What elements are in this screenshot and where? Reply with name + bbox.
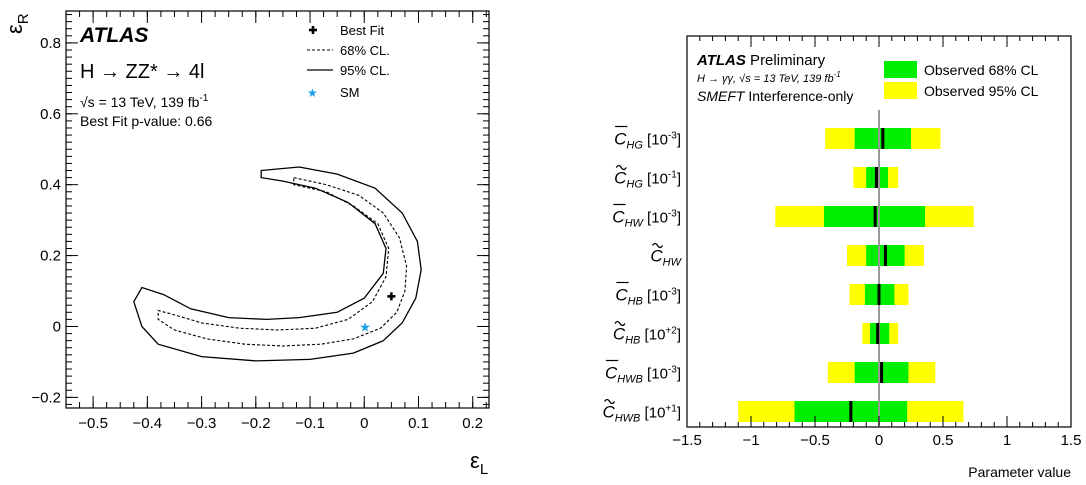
y-tick-label: 0.8 <box>40 35 61 52</box>
smeft-label: SMEFT Interference-only <box>697 88 853 104</box>
contour-68cl <box>157 176 408 347</box>
x-tick-label: 0.1 <box>408 415 429 432</box>
y-tick-label: 0.6 <box>40 106 61 123</box>
x-tick-label: −0.5 <box>800 432 830 449</box>
smeft-plot: −1.5 −1 −0.5 0 0.5 1 1.5 CHG [10-3]CHG [10-1]C… <box>602 35 1081 480</box>
x-tick-label: 0.2 <box>462 415 483 432</box>
param-label: CHB [10-3] <box>615 286 681 308</box>
param-label: CHW [10-3] <box>612 208 681 230</box>
x-tick-label: −0.1 <box>295 415 325 432</box>
best-fit-marker <box>387 292 396 301</box>
contour-legend: Best Fit 68% CL. 95% CL. ★ SM <box>307 23 390 100</box>
x-tick-label: −1.5 <box>672 432 702 449</box>
parameter-labels: CHG [10-3] CHG [10-1] CHW [10-3] CHW CHB [10… <box>602 125 683 425</box>
atlas-brand-left: ATLAS <box>79 24 148 47</box>
tilde-mark <box>604 398 616 405</box>
smeft-bars <box>738 128 974 422</box>
tilde-mark <box>615 164 627 171</box>
x-tick-label: 0 <box>360 415 368 432</box>
legend-68-swatch <box>884 61 917 78</box>
x-tick-label: −0.5 <box>78 415 108 432</box>
pvalue-label: Best Fit p-value: 0.66 <box>80 113 213 129</box>
legend-sm-star-icon: ★ <box>307 86 318 100</box>
contour-95cl <box>133 166 422 362</box>
legend-95: 95% CL. <box>340 63 390 78</box>
atlas-brand-right: ATLAS Preliminary <box>696 52 826 69</box>
best-fit-ticks <box>849 128 887 422</box>
y-tick-label: 0.2 <box>40 248 61 265</box>
y-tick-label: −0.2 <box>31 389 61 406</box>
legend-sm: SM <box>340 85 360 100</box>
contour-y-axis: −0.2 0 0.2 0.4 0.6 0.8 <box>31 14 489 406</box>
param-label: CHB [10+2] <box>613 325 681 347</box>
legend-best-fit-icon <box>309 26 317 34</box>
param-label: CHG [10-1] <box>614 169 681 191</box>
y-tick-label: 0.4 <box>40 177 61 194</box>
x-tick-label: 1.5 <box>1061 432 1082 449</box>
contour-plot-frame <box>65 10 490 409</box>
sm-marker: ★ <box>359 319 371 334</box>
x-axis-label-left: εL <box>470 448 488 478</box>
param-label: CHW <box>650 247 682 269</box>
legend-68-label: Observed 68% CL <box>924 62 1039 78</box>
param-label: CHG [10-3] <box>614 130 681 152</box>
legend-95-label: Observed 95% CL <box>924 83 1039 99</box>
x-tick-label: −0.3 <box>187 415 217 432</box>
param-label: CHWB [10-3] <box>605 364 681 386</box>
y-tick-label: 0 <box>53 318 61 335</box>
tilde-mark <box>652 242 664 249</box>
x-tick-label: 0.5 <box>933 432 954 449</box>
x-tick-label: −0.4 <box>133 415 163 432</box>
legend-best-fit: Best Fit <box>340 23 384 38</box>
y-axis-label-left: εR <box>2 13 32 34</box>
legend-95-swatch <box>884 82 917 99</box>
smeft-x-axis: −1.5 −1 −0.5 0 0.5 1 1.5 <box>672 36 1081 449</box>
energy-label: √s = 13 TeV, 139 fb-1 <box>80 93 209 110</box>
contour-plot: −0.5 −0.4 −0.3 −0.2 −0.1 0 0.1 0.2 −0.2 0 0.2 0.4 0… <box>2 10 490 478</box>
x-axis-label-right: Parameter value <box>968 464 1071 480</box>
x-tick-label: −1 <box>742 432 759 449</box>
param-label: CHWB [10+1] <box>602 403 681 425</box>
x-tick-label: 1 <box>1003 432 1011 449</box>
x-tick-label: 0 <box>875 432 883 449</box>
legend-68: 68% CL. <box>340 43 390 58</box>
right-subtitle: H → γγ, √s = 13 TeV, 139 fb-1 <box>697 70 841 85</box>
process-label: H → ZZ* → 4l <box>80 61 204 83</box>
contour-x-axis: −0.5 −0.4 −0.3 −0.2 −0.1 0 0.1 0.2 <box>65 11 487 432</box>
tilde-mark <box>614 320 626 327</box>
x-tick-label: −0.2 <box>241 415 271 432</box>
